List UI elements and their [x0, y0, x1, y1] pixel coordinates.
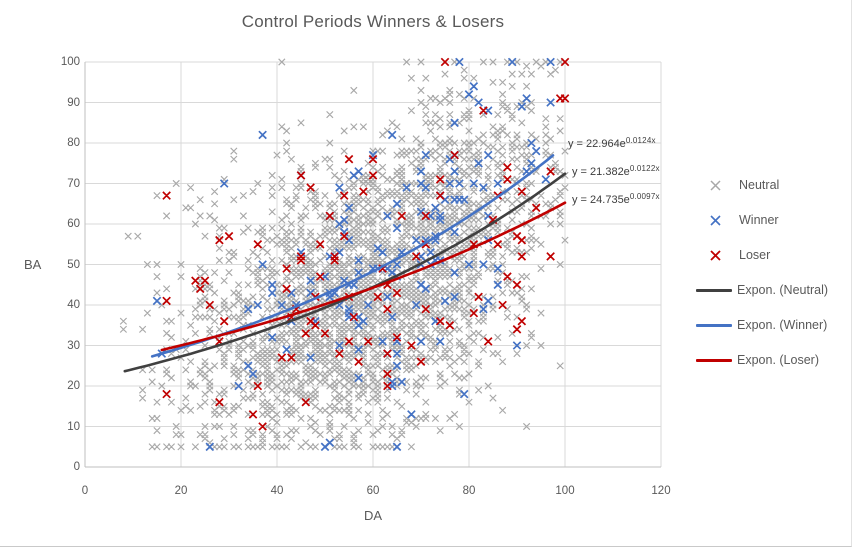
equation-exponent: 0.0122x: [629, 164, 660, 173]
legend-item-neutral[interactable]: Neutral: [696, 176, 848, 194]
y-tick-label: 70: [67, 177, 80, 190]
scatter-series-winner[interactable]: [152, 57, 555, 452]
legend-label: Expon. (Neutral): [737, 283, 829, 297]
chart-legend: Neutral Winner Loser Expon. (Neutral) Ex…: [696, 176, 848, 369]
y-tick-label: 50: [67, 258, 80, 271]
x-tick-label: 0: [81, 485, 89, 497]
x-tick-label: 80: [462, 485, 476, 497]
legend-label: Expon. (Winner): [737, 318, 828, 332]
legend-label: Expon. (Loser): [737, 353, 819, 367]
legend-item-expon-neutral[interactable]: Expon. (Neutral): [696, 281, 848, 299]
legend-label: Neutral: [739, 178, 780, 192]
trendline-equation-winner[interactable]: y = 22.964e0.0124x: [568, 136, 656, 150]
x-marker-icon: [696, 249, 734, 261]
y-tick-label: 40: [67, 299, 80, 311]
x-marker-icon: [696, 214, 734, 226]
y-tick-label: 90: [67, 96, 80, 109]
trendline-neutral[interactable]: [123, 172, 567, 373]
legend-item-loser[interactable]: Loser: [696, 246, 848, 264]
equation-exponent: 0.0124x: [625, 136, 656, 145]
equation-base: y = 24.735e: [572, 194, 630, 206]
trendline-equation-loser[interactable]: y = 24.735e0.0097x: [572, 192, 660, 206]
y-tick-label: 10: [67, 420, 80, 433]
equation-base: y = 21.382e: [572, 166, 630, 178]
x-tick-label: 100: [555, 485, 575, 497]
trendline-swatch-icon: [696, 288, 732, 292]
trendline-swatch-icon: [696, 358, 732, 362]
x-tick-label: 120: [651, 485, 671, 497]
y-tick-label: 20: [67, 380, 80, 392]
y-tick-label: 30: [67, 339, 80, 352]
x-tick-label: 20: [174, 485, 188, 497]
y-tick-label: 0: [73, 461, 80, 473]
equation-exponent: 0.0097x: [629, 192, 660, 201]
trendline-loser[interactable]: [160, 201, 567, 352]
y-axis-title: BA: [24, 257, 42, 272]
legend-item-expon-loser[interactable]: Expon. (Loser): [696, 351, 848, 369]
trendline-equation-neutral[interactable]: y = 21.382e0.0122x: [572, 164, 660, 178]
legend-item-expon-winner[interactable]: Expon. (Winner): [696, 316, 848, 334]
x-marker-icon: [696, 179, 734, 191]
y-tick-label: 60: [67, 218, 80, 230]
trendline-swatch-icon: [696, 323, 732, 327]
x-tick-label: 40: [270, 485, 284, 497]
y-tick-label: 100: [60, 56, 80, 68]
legend-item-winner[interactable]: Winner: [696, 211, 848, 229]
legend-label: Winner: [739, 213, 779, 227]
chart-title[interactable]: Control Periods Winners & Losers: [241, 12, 505, 31]
y-tick-label: 80: [67, 137, 80, 149]
x-tick-label: 60: [366, 485, 380, 497]
scatter-series-neutral[interactable]: [119, 58, 569, 451]
legend-label: Loser: [739, 248, 771, 262]
equation-base: y = 22.964e: [568, 138, 626, 150]
x-axis-title: DA: [363, 508, 383, 523]
